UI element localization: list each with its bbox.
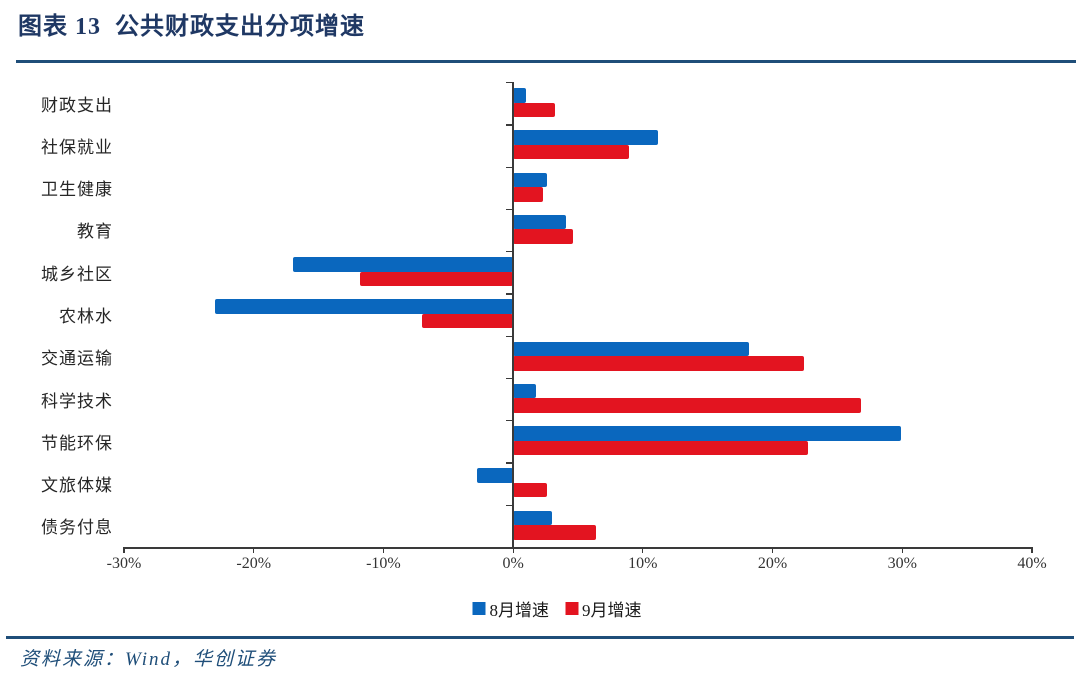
august-bar xyxy=(476,468,514,483)
x-axis-tick xyxy=(901,547,903,553)
august-bar xyxy=(513,341,750,357)
category-label: 财政支出 xyxy=(41,95,113,115)
august-bar xyxy=(214,299,514,314)
y-axis-tick xyxy=(506,420,514,422)
x-axis-tick xyxy=(123,547,125,553)
august-bar xyxy=(513,383,537,399)
september-bar xyxy=(360,271,514,287)
september-bar xyxy=(513,440,808,456)
x-axis-tick xyxy=(1031,547,1033,553)
y-axis-tick xyxy=(506,504,514,507)
y-axis-tick xyxy=(506,208,514,211)
x-axis-tick xyxy=(512,547,514,553)
august-bar xyxy=(513,510,553,526)
category-label: 城乡社区 xyxy=(41,264,113,284)
august-bar xyxy=(513,172,547,188)
category-label: 卫生健康 xyxy=(41,180,113,200)
august-bar xyxy=(292,257,514,272)
x-tick-label: 10% xyxy=(628,555,658,572)
september-bar xyxy=(513,229,573,244)
category-label: 节能环保 xyxy=(41,433,113,453)
category-label: 文旅体媒 xyxy=(41,476,113,496)
category-label: 教育 xyxy=(77,222,113,242)
x-tick-label: 0% xyxy=(502,555,524,572)
september-bar xyxy=(513,525,597,540)
x-axis-tick xyxy=(382,547,385,553)
chart-legend: 8月增速 9月增速 xyxy=(472,596,642,621)
august-series-swatch xyxy=(472,602,486,615)
category-label: 交通运输 xyxy=(41,349,113,369)
plot-area: 财政支出社保就业卫生健康教育城乡社区农林水交通运输科学技术节能环保文旅体媒债务付… xyxy=(41,82,1047,572)
legend-item-august: 8月增速 xyxy=(472,596,550,621)
category-label: 农林水 xyxy=(59,306,113,326)
x-tick-label: -10% xyxy=(366,555,401,572)
y-axis-tick xyxy=(506,377,514,380)
y-axis-tick xyxy=(506,82,514,84)
y-axis-tick xyxy=(506,335,514,337)
september-bar xyxy=(513,482,547,498)
y-axis-tick xyxy=(506,166,514,168)
september-bar xyxy=(513,187,543,202)
x-axis-tick xyxy=(642,547,644,553)
category-label: 债务付息 xyxy=(41,518,113,538)
september-bar xyxy=(513,102,555,117)
chart-title: 图表 13 公共财政支出分项增速 xyxy=(18,14,365,40)
august-bar xyxy=(513,426,901,441)
august-bar xyxy=(513,88,527,103)
august-bar xyxy=(513,214,567,230)
august-series-label: 8月增速 xyxy=(489,601,550,620)
y-axis-tick xyxy=(506,124,514,126)
september-bar xyxy=(422,313,514,329)
x-tick-label: 40% xyxy=(1017,555,1047,572)
y-axis-line xyxy=(512,82,514,547)
september-series-swatch xyxy=(565,602,578,615)
x-axis-line xyxy=(124,547,1032,549)
y-axis-tick xyxy=(506,293,514,295)
x-tick-label: 20% xyxy=(757,555,788,572)
x-axis-tick xyxy=(771,547,774,553)
footer-divider-rule xyxy=(6,636,1074,639)
x-axis-tick xyxy=(253,547,255,553)
legend-item-september: 9月增速 xyxy=(565,596,642,621)
y-axis-tick xyxy=(506,251,514,253)
title-divider-rule xyxy=(16,60,1076,63)
x-tick-label: -30% xyxy=(106,555,142,572)
x-tick-label: 30% xyxy=(887,555,917,572)
september-bar xyxy=(513,356,804,371)
september-series-label: 9月增速 xyxy=(582,601,642,620)
category-label: 科学技术 xyxy=(41,391,113,411)
y-axis-tick xyxy=(506,462,514,464)
september-bar xyxy=(513,398,861,413)
september-bar xyxy=(513,144,629,160)
data-source-text: 资料来源：Wind，华创证券 xyxy=(20,649,278,670)
category-label: 社保就业 xyxy=(41,137,113,157)
x-tick-label: -20% xyxy=(236,555,272,572)
august-bar xyxy=(513,130,659,145)
